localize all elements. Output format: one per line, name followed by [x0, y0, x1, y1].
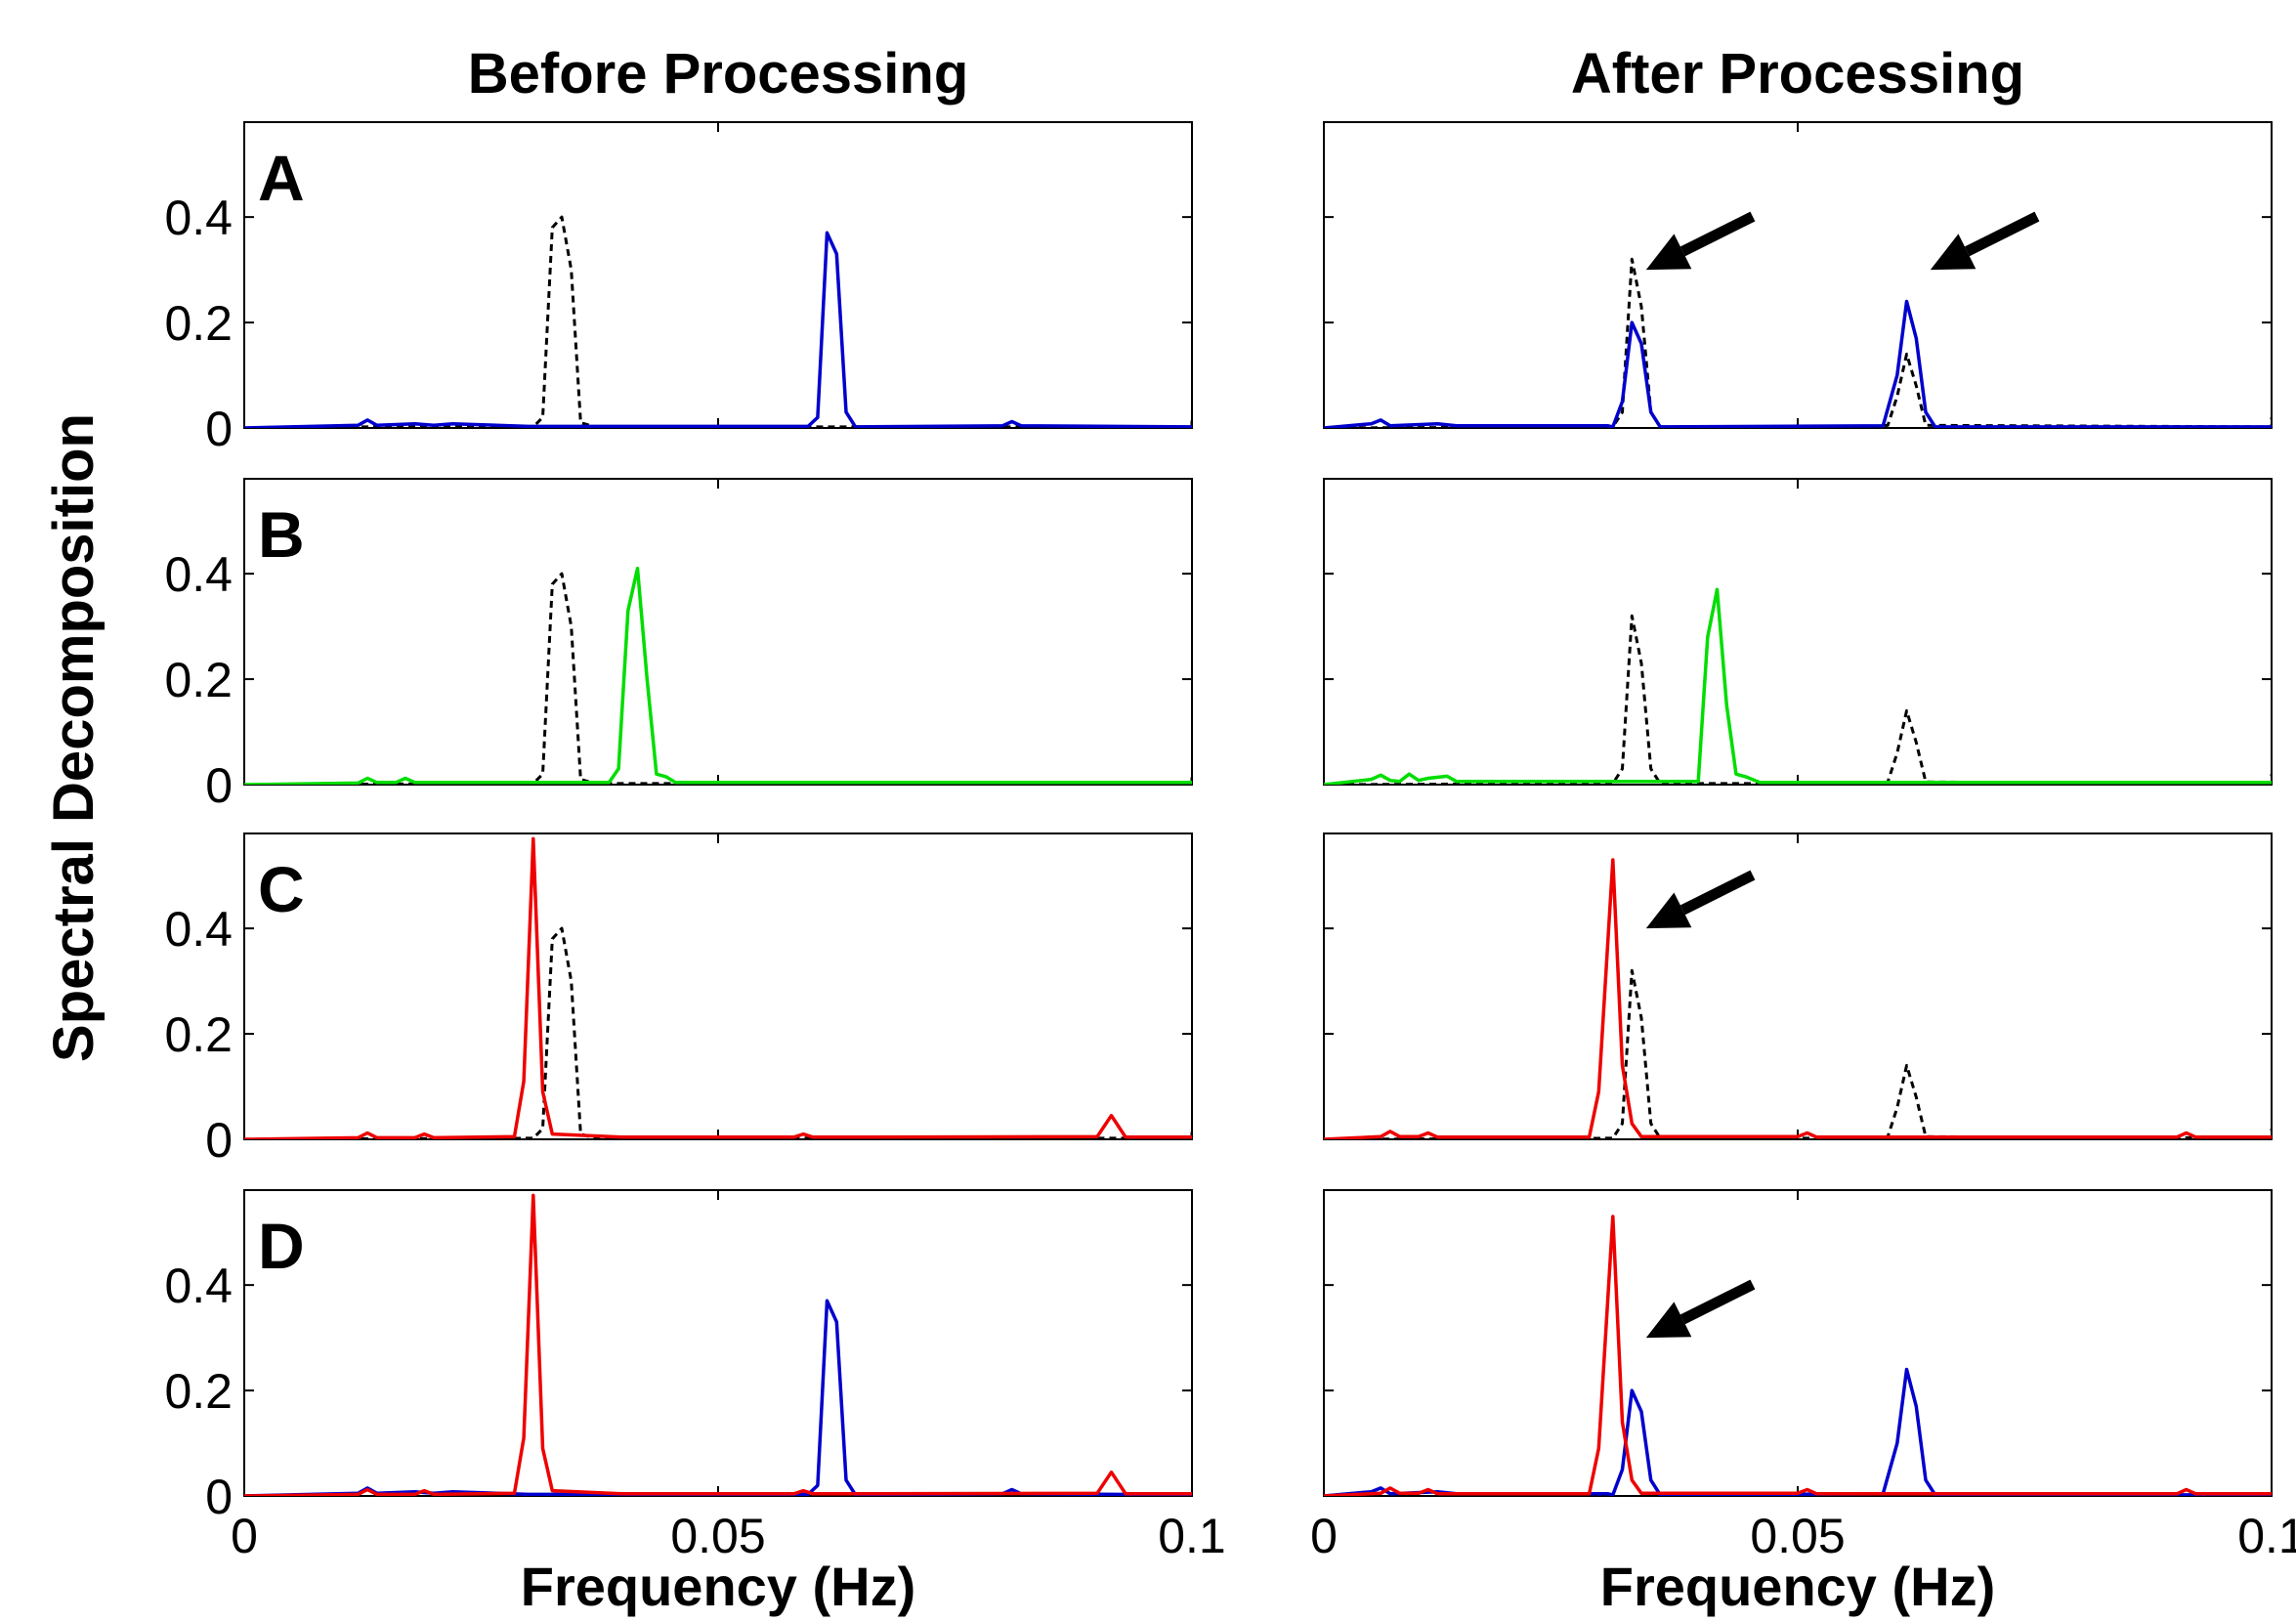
panels: 0 0.2 0.4 A Before Processing After Processin… — [164, 42, 2296, 1617]
x-tick-label: 0.05 — [1750, 1509, 1845, 1563]
chart-panel: 0 0.2 0.4 B — [164, 478, 1193, 813]
y-tick-label: 0.4 — [164, 547, 233, 602]
series-line-reference — [244, 215, 1192, 428]
x-tick-label: 0.1 — [2237, 1509, 2296, 1563]
x-axis-label: Frequency (Hz) — [521, 1556, 916, 1617]
annotation-arrow — [1679, 211, 1756, 257]
series-line-blue — [244, 1299, 1192, 1496]
y-tick-label: 0.4 — [164, 1259, 233, 1313]
y-tick-label: 0.2 — [164, 1364, 233, 1419]
axes-box — [1323, 832, 2273, 1140]
annotation-arrowhead — [1645, 234, 1692, 271]
y-tick-label: 0.2 — [164, 1007, 233, 1062]
annotation-arrow — [1964, 211, 2040, 257]
series-line-red — [1324, 858, 2272, 1139]
series-line-blue — [1324, 299, 2272, 428]
annotation-arrowhead — [1930, 234, 1977, 271]
x-tick-label: 0 — [1310, 1509, 1338, 1563]
x-axis-label: Frequency (Hz) — [1600, 1556, 1996, 1617]
axes-box — [1323, 478, 2273, 786]
annotation-arrowhead — [1645, 1302, 1692, 1339]
y-tick-label: 0 — [205, 1113, 233, 1168]
y-tick-label: 0 — [205, 402, 233, 456]
y-tick-label: 0.4 — [164, 902, 233, 957]
y-axis-label: Spectral Decomposition — [42, 413, 106, 1062]
annotation-arrow — [1679, 1279, 1756, 1325]
panel-label: D — [258, 1210, 305, 1282]
y-tick-label: 0 — [205, 1470, 233, 1524]
chart-panel: 0 0.2 0.4 C — [164, 832, 1193, 1168]
panel-label: C — [258, 853, 305, 925]
series-line-reference — [1324, 968, 2272, 1139]
series-line-green — [1324, 587, 2272, 785]
series-line-reference — [1324, 257, 2272, 428]
annotation-arrowhead — [1645, 892, 1692, 929]
x-tick-label: 0.05 — [670, 1509, 765, 1563]
axes-box — [243, 832, 1193, 1140]
chart-panel: 0 0.05 0.1 0 0.2 0.4 D Frequency (Hz) — [164, 1189, 1226, 1617]
axes-box — [243, 121, 1193, 429]
series-line-red — [244, 1193, 1192, 1496]
y-tick-label: 0.2 — [164, 296, 233, 351]
panel-label: A — [258, 142, 305, 214]
chart-panel — [1323, 478, 2273, 786]
series-line-reference — [244, 926, 1192, 1139]
y-tick-label: 0.4 — [164, 191, 233, 245]
axes-box — [1323, 1189, 2273, 1497]
series-line-reference — [244, 572, 1192, 785]
x-tick-label: 0.1 — [1158, 1509, 1226, 1563]
axes-box — [243, 1189, 1193, 1497]
series-line-red — [244, 836, 1192, 1139]
series-line-blue — [244, 231, 1192, 428]
chart-panel — [1323, 832, 2273, 1140]
x-tick-label: 0 — [231, 1509, 258, 1563]
series-line-red — [1324, 1215, 2272, 1496]
chart-panel: After Processing — [1323, 42, 2273, 429]
series-line-green — [244, 566, 1192, 785]
column-title: Before Processing — [468, 42, 969, 106]
series-line-blue — [1324, 1367, 2272, 1496]
panel-label: B — [258, 498, 305, 571]
y-tick-label: 0.2 — [164, 653, 233, 707]
column-title: After Processing — [1571, 42, 2024, 106]
chart-panel: 0 0.05 0.1 Frequency (Hz) — [1310, 1189, 2296, 1617]
axes-box — [1323, 121, 2273, 429]
y-tick-label: 0 — [205, 758, 233, 813]
annotation-arrow — [1679, 870, 1756, 916]
axes-box — [243, 478, 1193, 786]
chart-panel: 0 0.2 0.4 A Before Processing — [164, 42, 1193, 456]
series-line-reference — [1324, 614, 2272, 785]
